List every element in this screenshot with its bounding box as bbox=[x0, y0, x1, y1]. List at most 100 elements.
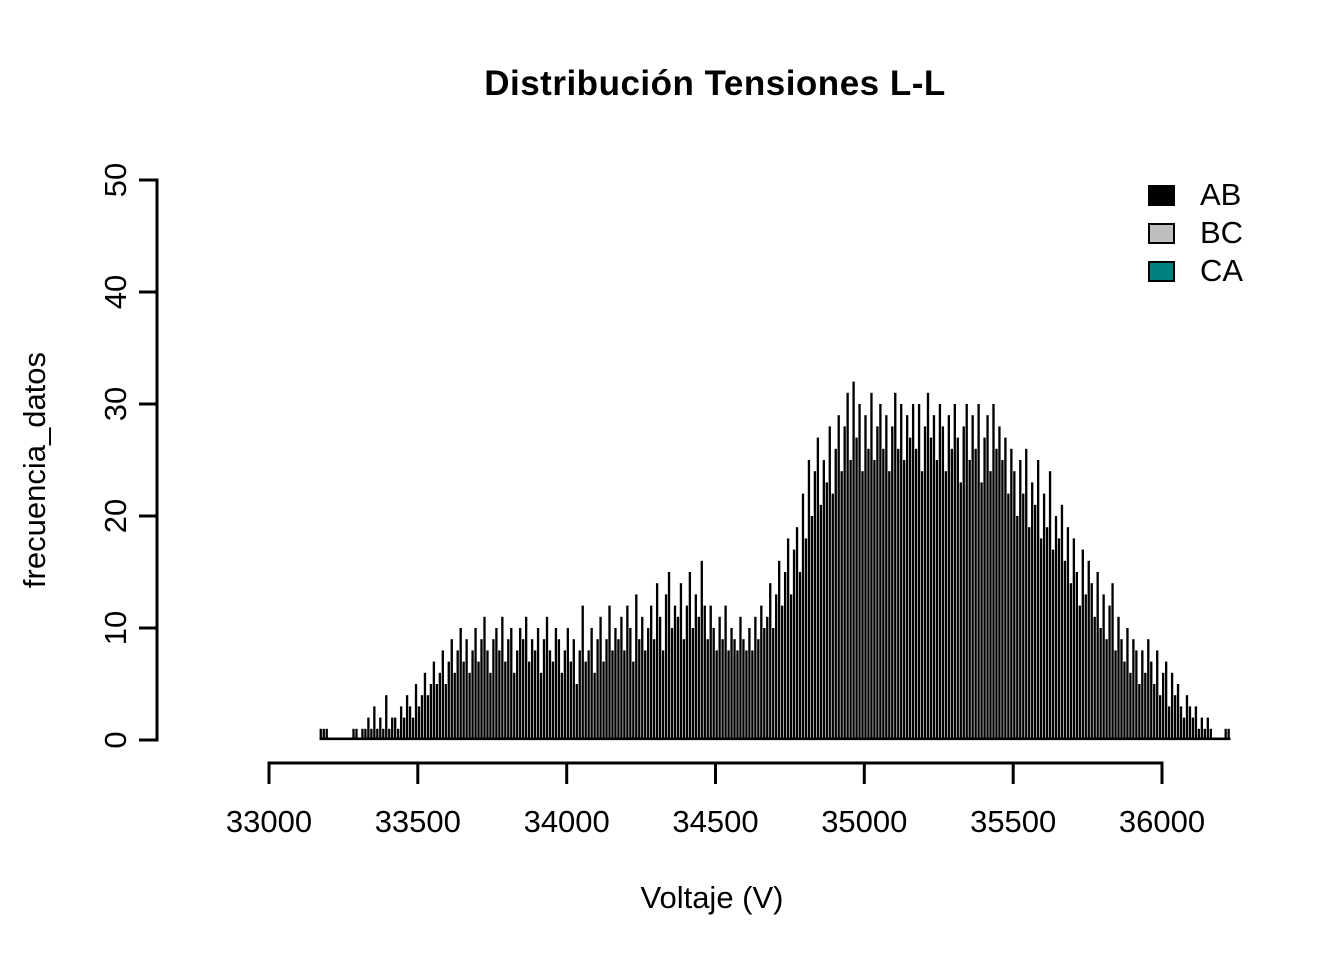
histogram-bar bbox=[632, 661, 635, 740]
histogram-bar bbox=[977, 404, 980, 740]
histogram-bar bbox=[459, 628, 462, 740]
y-tick-label: 30 bbox=[98, 387, 133, 421]
histogram-bar bbox=[1034, 504, 1037, 740]
histogram-bar bbox=[623, 650, 626, 740]
histogram-bar bbox=[1057, 538, 1061, 740]
histogram-bar bbox=[444, 684, 447, 740]
histogram-bar bbox=[367, 717, 370, 740]
y-axis-title: frecuencia_datos bbox=[17, 351, 52, 589]
histogram-bar bbox=[956, 437, 959, 740]
histogram-bar bbox=[426, 695, 430, 740]
histogram-bar bbox=[667, 572, 671, 740]
histogram-bar bbox=[870, 392, 873, 740]
histogram-bar bbox=[885, 415, 888, 740]
histogram-bar bbox=[1188, 706, 1192, 740]
histogram-bar bbox=[840, 471, 843, 740]
histogram-bar bbox=[935, 460, 939, 740]
histogram-bar bbox=[1069, 583, 1073, 740]
histogram-bar bbox=[575, 684, 578, 740]
histogram-bar bbox=[1162, 672, 1165, 740]
chart-title: Distribución Tensiones L-L bbox=[484, 64, 946, 103]
histogram-bar bbox=[721, 639, 724, 740]
histogram-bar bbox=[664, 594, 668, 740]
histogram-bar bbox=[903, 460, 906, 740]
histogram-bar bbox=[370, 728, 373, 740]
histogram-bar bbox=[1224, 728, 1227, 740]
histogram-bar bbox=[691, 628, 695, 740]
histogram-bar bbox=[572, 639, 575, 740]
legend-swatch-ca bbox=[1148, 260, 1175, 282]
histogram-bar bbox=[941, 426, 945, 740]
histogram-bar bbox=[438, 672, 441, 740]
legend-label-ab: AB bbox=[1200, 177, 1242, 212]
histogram-bar bbox=[1031, 482, 1034, 740]
histogram-bar bbox=[938, 404, 942, 740]
histogram-bar bbox=[584, 661, 587, 740]
histogram-bar bbox=[1144, 672, 1147, 740]
histogram-bar bbox=[798, 572, 802, 740]
legend-swatch-ab bbox=[1148, 184, 1175, 206]
histogram-bar bbox=[748, 628, 751, 740]
histogram-bar bbox=[950, 448, 953, 740]
histogram-bar bbox=[507, 639, 510, 740]
histogram-bar bbox=[655, 583, 659, 740]
histogram-bar bbox=[1126, 628, 1129, 740]
x-tick-label: 35000 bbox=[821, 804, 907, 839]
histogram-bar bbox=[566, 628, 569, 740]
histogram-bar bbox=[658, 616, 662, 740]
histogram-bar bbox=[373, 706, 376, 740]
histogram-bar bbox=[1087, 560, 1090, 740]
legend-item-ca: CA bbox=[1148, 252, 1243, 290]
histogram-bar bbox=[587, 650, 590, 740]
histogram-bar bbox=[920, 471, 924, 740]
histogram-bar bbox=[739, 616, 742, 740]
x-tick-label: 34000 bbox=[524, 804, 610, 839]
histogram-bar bbox=[608, 605, 611, 740]
histogram-bar bbox=[557, 639, 561, 740]
histogram-bar bbox=[1093, 616, 1096, 740]
histogram-bar bbox=[733, 639, 736, 740]
histogram-bar bbox=[1063, 560, 1067, 740]
histogram-bar bbox=[807, 460, 811, 740]
histogram-bar bbox=[1013, 471, 1016, 740]
histogram-bar bbox=[900, 404, 903, 740]
histogram-bar bbox=[1078, 605, 1081, 740]
histogram-bar bbox=[361, 728, 364, 740]
histogram-bar bbox=[1099, 628, 1102, 740]
histogram-bar bbox=[718, 616, 721, 740]
histogram-bar bbox=[405, 695, 409, 740]
histogram-bar bbox=[831, 493, 834, 740]
histogram-bar bbox=[995, 448, 998, 740]
legend-item-bc: BC bbox=[1148, 214, 1243, 252]
histogram-bar bbox=[1117, 616, 1120, 740]
histogram-bar bbox=[319, 728, 322, 740]
histogram-bar bbox=[1019, 460, 1022, 740]
y-tick-label: 40 bbox=[98, 275, 133, 309]
histogram-bar bbox=[1111, 583, 1114, 740]
histogram-bar bbox=[700, 560, 703, 740]
histogram-bar bbox=[888, 471, 891, 740]
histogram-bar bbox=[394, 717, 397, 740]
x-tick-label: 35500 bbox=[970, 804, 1056, 839]
histogram-bar bbox=[742, 639, 745, 740]
histogram-bar bbox=[730, 628, 733, 740]
histogram-bar bbox=[727, 650, 730, 740]
histogram-bar bbox=[495, 628, 498, 740]
histogram-bar bbox=[465, 639, 468, 740]
histogram-bar bbox=[688, 572, 692, 740]
histogram-bar bbox=[542, 639, 546, 740]
histogram-bar bbox=[536, 628, 540, 740]
histogram-bar bbox=[554, 628, 558, 740]
histogram-bar bbox=[766, 616, 769, 740]
histogram-bar bbox=[504, 661, 507, 740]
histogram-bar bbox=[614, 628, 617, 740]
histogram-bar bbox=[629, 628, 632, 740]
histogram-bar bbox=[1179, 706, 1183, 740]
histogram-bar bbox=[795, 527, 799, 740]
histogram-bar bbox=[819, 504, 823, 740]
histogram-bar bbox=[676, 616, 680, 740]
histogram-bar bbox=[778, 560, 781, 740]
histogram-bar bbox=[379, 717, 382, 740]
histogram-bar bbox=[399, 706, 403, 740]
